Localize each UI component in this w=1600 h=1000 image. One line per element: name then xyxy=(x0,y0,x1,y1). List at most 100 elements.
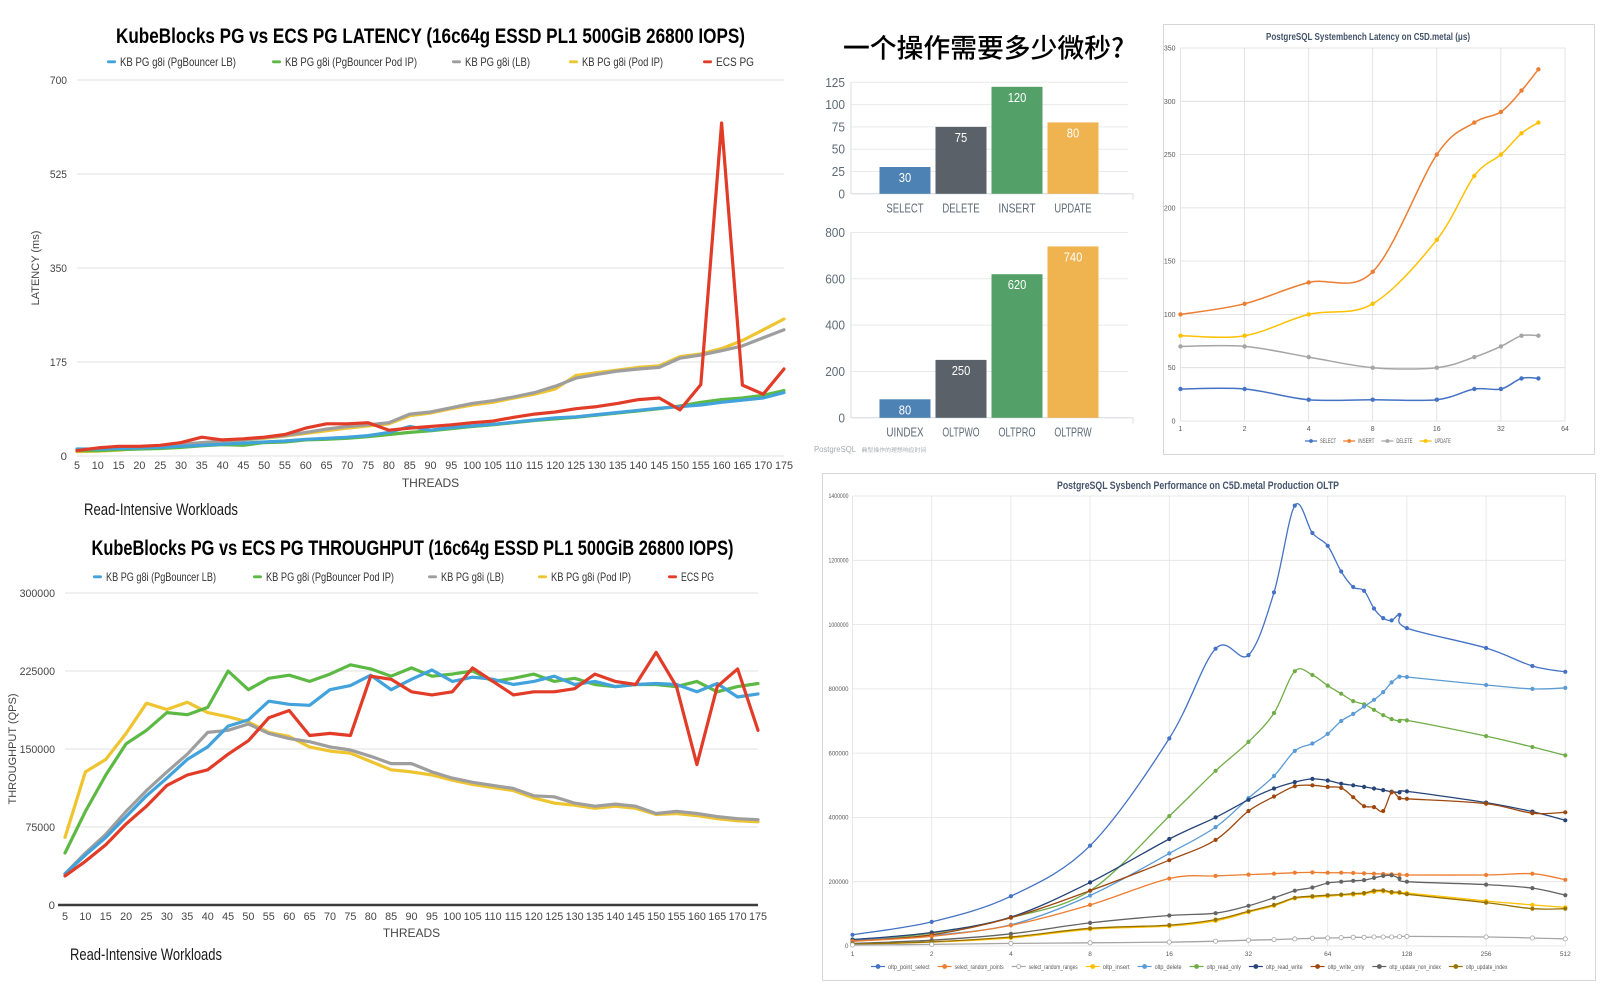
svg-text:525: 525 xyxy=(50,169,67,181)
svg-text:175: 175 xyxy=(749,911,767,923)
svg-text:115: 115 xyxy=(505,911,522,923)
svg-text:105: 105 xyxy=(464,911,482,923)
svg-text:75: 75 xyxy=(832,120,845,134)
svg-text:600000: 600000 xyxy=(829,750,850,757)
svg-text:400: 400 xyxy=(825,319,845,333)
svg-text:KubeBlocks PG vs ECS PG LATENC: KubeBlocks PG vs ECS PG LATENCY (16c64g … xyxy=(116,25,745,48)
svg-text:4: 4 xyxy=(1009,951,1013,958)
svg-text:150: 150 xyxy=(1164,259,1176,266)
svg-text:130: 130 xyxy=(588,460,606,472)
svg-text:LATENCY (ms): LATENCY (ms) xyxy=(30,231,42,306)
svg-text:25: 25 xyxy=(832,165,845,179)
svg-text:150: 150 xyxy=(647,911,665,923)
svg-text:250: 250 xyxy=(1164,152,1176,159)
svg-text:600: 600 xyxy=(825,272,845,286)
svg-text:8: 8 xyxy=(1088,951,1092,958)
svg-text:PostgreSQL Systembench Latency: PostgreSQL Systembench Latency on C5D.me… xyxy=(1266,32,1470,43)
svg-text:KB PG g8i (Pod IP): KB PG g8i (Pod IP) xyxy=(582,55,663,69)
svg-text:200: 200 xyxy=(825,365,845,379)
svg-text:800: 800 xyxy=(825,226,845,240)
svg-text:OLTPRW: OLTPRW xyxy=(1054,425,1091,439)
svg-text:KB PG g8i (PgBouncer LB): KB PG g8i (PgBouncer LB) xyxy=(120,55,236,69)
svg-text:5: 5 xyxy=(74,460,80,472)
svg-text:70: 70 xyxy=(341,460,353,472)
svg-text:50: 50 xyxy=(242,911,254,923)
svg-text:15: 15 xyxy=(100,911,112,923)
svg-text:20: 20 xyxy=(133,460,145,472)
svg-text:35: 35 xyxy=(196,460,208,472)
svg-text:170: 170 xyxy=(729,911,747,923)
svg-text:120: 120 xyxy=(525,911,543,923)
svg-text:64: 64 xyxy=(1561,426,1569,433)
svg-text:ECS PG: ECS PG xyxy=(681,570,714,584)
svg-text:25: 25 xyxy=(154,460,166,472)
svg-text:0: 0 xyxy=(838,411,845,425)
svg-text:15: 15 xyxy=(113,460,125,472)
svg-text:50: 50 xyxy=(832,143,845,157)
svg-text:32: 32 xyxy=(1497,426,1505,433)
svg-text:60: 60 xyxy=(300,460,312,472)
svg-text:75: 75 xyxy=(344,911,356,923)
svg-text:55: 55 xyxy=(279,460,291,472)
svg-text:135: 135 xyxy=(586,911,604,923)
svg-text:110: 110 xyxy=(484,911,501,923)
svg-text:select_random_points: select_random_points xyxy=(955,964,1005,971)
svg-text:95: 95 xyxy=(445,460,457,472)
svg-text:oltp_insert: oltp_insert xyxy=(1103,964,1130,971)
svg-text:select_random_ranges: select_random_ranges xyxy=(1029,964,1079,971)
svg-text:oltp_update_index: oltp_update_index xyxy=(1466,964,1508,971)
svg-text:60: 60 xyxy=(283,911,295,923)
svg-text:130: 130 xyxy=(566,911,584,923)
svg-text:KB PG g8i (LB): KB PG g8i (LB) xyxy=(441,570,504,584)
svg-text:80: 80 xyxy=(1067,125,1079,140)
svg-text:UPDATE: UPDATE xyxy=(1054,201,1091,215)
svg-text:0: 0 xyxy=(838,187,845,201)
svg-text:140: 140 xyxy=(606,911,624,923)
svg-text:16: 16 xyxy=(1433,426,1441,433)
svg-text:PostgreSQL: PostgreSQL xyxy=(814,445,857,454)
svg-text:UPDATE: UPDATE xyxy=(1435,438,1452,445)
svg-text:Read-Intensive Workloads: Read-Intensive Workloads xyxy=(84,501,238,519)
svg-text:155: 155 xyxy=(692,460,710,472)
svg-text:30: 30 xyxy=(175,460,187,472)
svg-text:1200000: 1200000 xyxy=(829,558,849,565)
svg-text:740: 740 xyxy=(1064,249,1083,264)
svg-text:KubeBlocks PG vs ECS PG THROUG: KubeBlocks PG vs ECS PG THROUGHPUT (16c6… xyxy=(92,537,734,560)
svg-text:UINDEX: UINDEX xyxy=(886,425,924,439)
svg-text:75000: 75000 xyxy=(26,822,56,834)
svg-text:300000: 300000 xyxy=(20,588,55,600)
svg-text:55: 55 xyxy=(263,911,275,923)
svg-text:80: 80 xyxy=(365,911,377,923)
svg-text:oltp_write_only: oltp_write_only xyxy=(1328,964,1365,971)
svg-text:75: 75 xyxy=(362,460,374,472)
svg-text:100: 100 xyxy=(1164,312,1176,319)
svg-text:165: 165 xyxy=(708,911,726,923)
svg-text:0: 0 xyxy=(1172,419,1176,426)
svg-text:THREADS: THREADS xyxy=(402,476,459,490)
svg-text:0: 0 xyxy=(49,900,55,912)
svg-text:ECS PG: ECS PG xyxy=(716,55,754,69)
svg-text:THROUGHPUT (QPS): THROUGHPUT (QPS) xyxy=(7,693,19,804)
svg-text:250: 250 xyxy=(952,363,971,378)
svg-text:oltp_update_non_index: oltp_update_non_index xyxy=(1389,964,1441,971)
svg-text:25: 25 xyxy=(140,911,152,923)
svg-text:32: 32 xyxy=(1245,951,1253,958)
svg-text:1: 1 xyxy=(1179,426,1183,433)
svg-text:160: 160 xyxy=(713,460,731,472)
svg-text:30: 30 xyxy=(899,170,911,185)
svg-text:40: 40 xyxy=(202,911,214,923)
svg-text:KB PG g8i (Pod IP): KB PG g8i (Pod IP) xyxy=(551,570,631,584)
svg-text:1000000: 1000000 xyxy=(829,622,849,629)
svg-text:85: 85 xyxy=(385,911,397,923)
svg-text:2: 2 xyxy=(930,951,934,958)
svg-text:50: 50 xyxy=(258,460,270,472)
svg-text:100: 100 xyxy=(825,98,845,112)
svg-text:1: 1 xyxy=(851,951,855,958)
svg-text:100: 100 xyxy=(463,460,481,472)
svg-text:45: 45 xyxy=(237,460,249,472)
svg-text:45: 45 xyxy=(222,911,234,923)
svg-text:KB PG g8i (LB): KB PG g8i (LB) xyxy=(465,55,530,69)
svg-text:10: 10 xyxy=(79,911,91,923)
svg-text:30: 30 xyxy=(161,911,173,923)
svg-text:PostgreSQL Sysbench Performanc: PostgreSQL Sysbench Performance on C5D.m… xyxy=(1057,480,1339,492)
